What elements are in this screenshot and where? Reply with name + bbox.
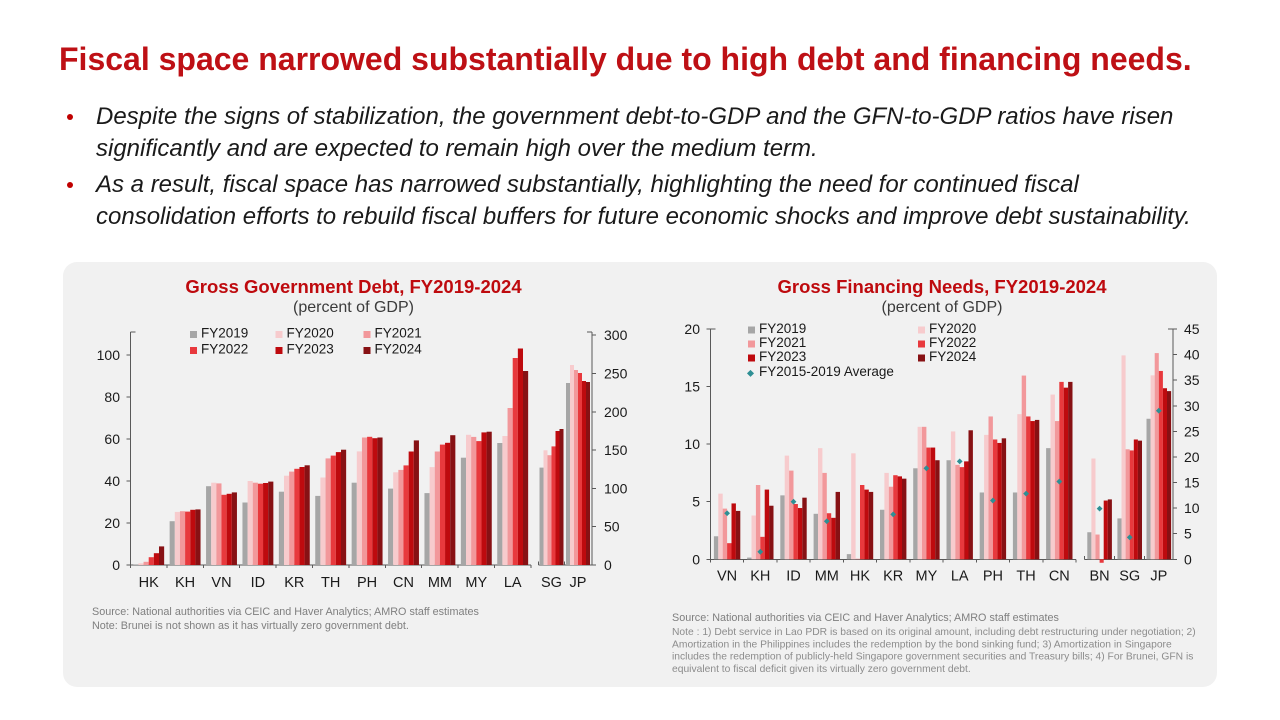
svg-text:LA: LA (951, 569, 969, 585)
svg-text:VN: VN (717, 569, 737, 585)
svg-text:SG: SG (1119, 569, 1140, 585)
svg-text:5: 5 (692, 494, 700, 510)
svg-text:20: 20 (1184, 449, 1200, 465)
svg-text:FY2022: FY2022 (929, 335, 976, 350)
svg-text:FY2019: FY2019 (201, 326, 248, 341)
svg-text:equivalent to fiscal deficit g: equivalent to fiscal deficit given its v… (672, 664, 971, 675)
svg-text:BN: BN (1090, 569, 1110, 585)
svg-text:PH: PH (983, 569, 1003, 585)
svg-text:Source: National authorities v: Source: National authorities via CEIC an… (92, 606, 479, 618)
svg-text:80: 80 (104, 389, 120, 405)
svg-text:includes the redemption of pub: includes the redemption of publicly-held… (672, 652, 1193, 663)
svg-text:PH: PH (357, 575, 377, 591)
svg-text:35: 35 (1184, 372, 1200, 388)
svg-text:0: 0 (604, 557, 612, 573)
svg-text:TH: TH (321, 575, 340, 591)
svg-text:25: 25 (1184, 423, 1200, 439)
svg-text:20: 20 (104, 515, 120, 531)
svg-text:VN: VN (211, 575, 231, 591)
svg-text:45: 45 (1184, 321, 1200, 337)
svg-text:Note : 1) Debt service in Lao: Note : 1) Debt service in Lao PDR is bas… (672, 627, 1196, 638)
svg-text:FY2020: FY2020 (929, 321, 976, 336)
svg-text:FY2024: FY2024 (375, 342, 423, 357)
svg-text:0: 0 (112, 557, 120, 573)
svg-text:MM: MM (428, 575, 452, 591)
svg-text:CN: CN (393, 575, 414, 591)
svg-text:ID: ID (786, 569, 801, 585)
svg-text:40: 40 (1184, 347, 1200, 363)
svg-text:50: 50 (604, 519, 620, 535)
svg-text:KH: KH (175, 575, 195, 591)
svg-text:15: 15 (684, 379, 700, 395)
svg-text:MY: MY (916, 569, 938, 585)
svg-text:10: 10 (684, 436, 700, 452)
svg-text:KH: KH (750, 569, 770, 585)
svg-text:200: 200 (604, 404, 628, 420)
svg-text:250: 250 (604, 366, 628, 382)
svg-text:5: 5 (1184, 526, 1192, 542)
svg-text:KR: KR (284, 575, 304, 591)
svg-text:100: 100 (604, 480, 628, 496)
svg-text:FY2022: FY2022 (201, 342, 248, 357)
svg-text:30: 30 (1184, 398, 1200, 414)
svg-text:FY2023: FY2023 (759, 349, 806, 364)
svg-text:100: 100 (97, 347, 121, 363)
svg-text:SG: SG (541, 575, 562, 591)
svg-text:FY2024: FY2024 (929, 349, 977, 364)
svg-text:FY2021: FY2021 (759, 335, 806, 350)
svg-text:Gross Government Debt, FY2019-: Gross Government Debt, FY2019-2024 (185, 276, 522, 297)
svg-text:FY2021: FY2021 (375, 326, 422, 341)
svg-text:Note: Brunei is not shown as i: Note: Brunei is not shown as it has virt… (92, 620, 409, 632)
svg-text:HK: HK (850, 569, 870, 585)
svg-text:0: 0 (692, 551, 700, 567)
svg-text:JP: JP (570, 575, 587, 591)
svg-text:150: 150 (604, 442, 628, 458)
svg-text:FY2019: FY2019 (759, 321, 806, 336)
svg-text:20: 20 (684, 321, 700, 337)
svg-text:LA: LA (504, 575, 522, 591)
svg-text:Gross Financing Needs, FY2019-: Gross Financing Needs, FY2019-2024 (777, 276, 1107, 297)
svg-text:Source: National authorities v: Source: National authorities via CEIC an… (672, 612, 1059, 624)
svg-text:Amortization in the Philippine: Amortization in the Philippines includes… (672, 639, 1172, 650)
svg-text:CN: CN (1049, 569, 1070, 585)
svg-text:HK: HK (139, 575, 159, 591)
svg-text:MY: MY (465, 575, 487, 591)
svg-text:FY2020: FY2020 (287, 326, 334, 341)
svg-text:MM: MM (815, 569, 839, 585)
svg-text:15: 15 (1184, 475, 1200, 491)
svg-text:0: 0 (1184, 551, 1192, 567)
svg-text:60: 60 (104, 431, 120, 447)
svg-text:(percent of GDP): (percent of GDP) (882, 299, 1003, 316)
svg-text:10: 10 (1184, 500, 1200, 516)
svg-text:ID: ID (251, 575, 266, 591)
svg-text:40: 40 (104, 473, 120, 489)
svg-text:TH: TH (1016, 569, 1035, 585)
svg-text:JP: JP (1150, 569, 1167, 585)
svg-text:300: 300 (604, 327, 628, 343)
svg-text:(percent of GDP): (percent of GDP) (293, 299, 414, 316)
svg-text:FY2023: FY2023 (287, 342, 334, 357)
svg-text:KR: KR (883, 569, 903, 585)
svg-text:FY2015-2019 Average: FY2015-2019 Average (759, 364, 894, 379)
